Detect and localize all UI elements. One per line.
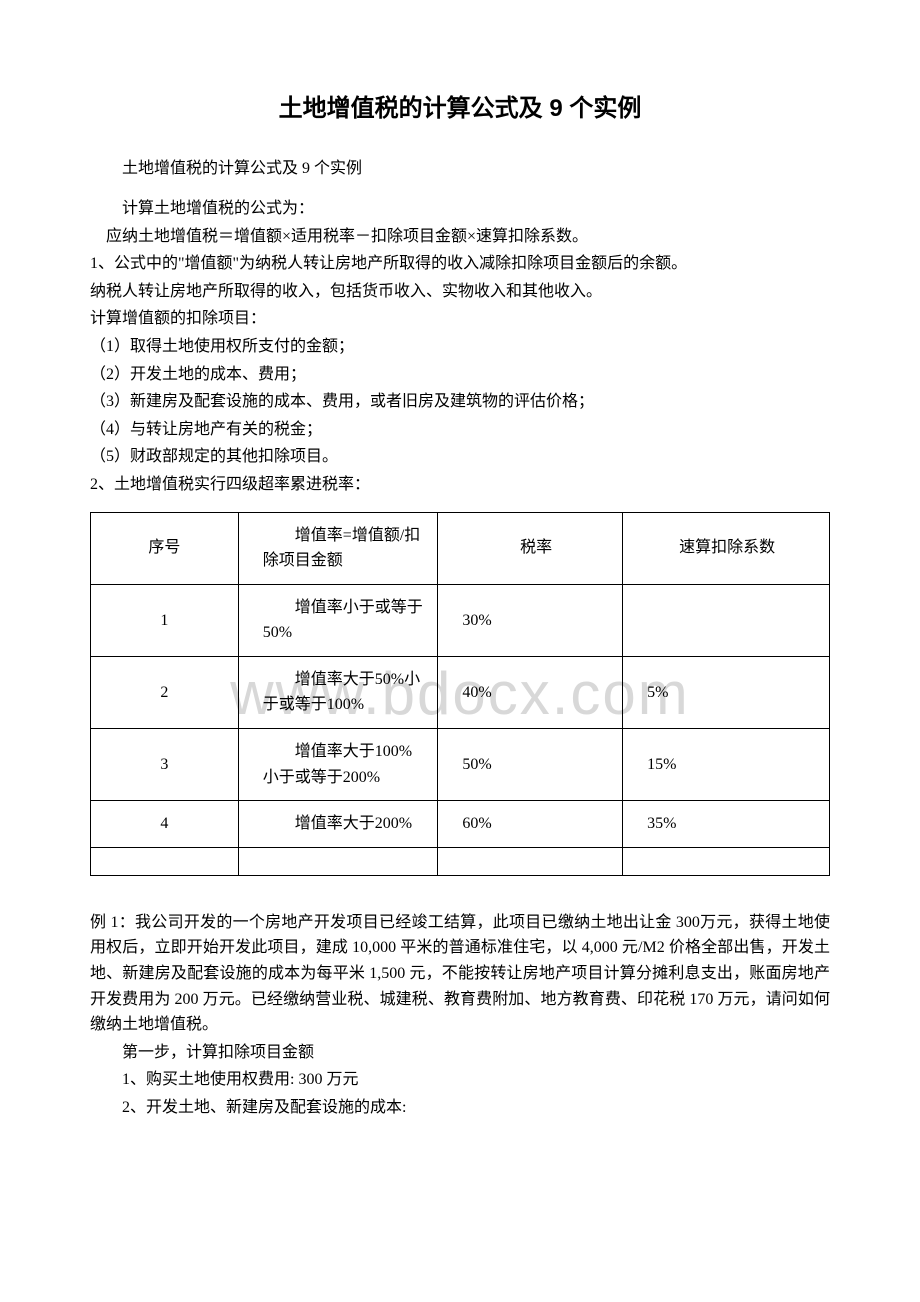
cell-rate: 40% [438, 656, 623, 728]
deduct-heading: 计算增值额的扣除项目： [90, 306, 830, 332]
cell-rate: 30% [438, 584, 623, 656]
empty-cell [91, 847, 239, 875]
table-row: 1 增值率小于或等于 50% 30% [91, 584, 830, 656]
header-seq: 序号 [91, 512, 239, 584]
cell-coef: 15% [623, 729, 830, 801]
empty-cell [238, 847, 438, 875]
cell-seq: 3 [91, 729, 239, 801]
cell-coef [623, 584, 830, 656]
deduct-item-4: （4）与转让房地产有关的税金； [90, 417, 830, 443]
empty-cell [438, 847, 623, 875]
step-1-item-1: 1、购买土地使用权费用: 300 万元 [90, 1067, 830, 1093]
deduct-item-2: （2）开发土地的成本、费用； [90, 362, 830, 388]
deduct-item-1: （1）取得土地使用权所支付的金额； [90, 334, 830, 360]
formula-text: 应纳土地增值税＝增值额×适用税率－扣除项目金额×速算扣除系数。 [90, 224, 830, 250]
cell-seq: 2 [91, 656, 239, 728]
table-container: www.bdocx.com 序号 增值率=增值额/扣除项目金额 税率 速算扣除系… [90, 512, 830, 876]
deduct-item-5: （5）财政部规定的其他扣除项目。 [90, 444, 830, 470]
header-tax-rate: 税率 [438, 512, 623, 584]
point-1b: 纳税人转让房地产所取得的收入，包括货币收入、实物收入和其他收入。 [90, 279, 830, 305]
document-title: 土地增值税的计算公式及 9 个实例 [90, 90, 830, 128]
cell-seq: 4 [91, 801, 239, 848]
cell-desc: 增值率大于50%小于或等于100% [238, 656, 438, 728]
cell-rate: 50% [438, 729, 623, 801]
document-subtitle: 土地增值税的计算公式及 9 个实例 [90, 156, 830, 182]
table-empty-row [91, 847, 830, 875]
deduct-item-3: （3）新建房及配套设施的成本、费用，或者旧房及建筑物的评估价格； [90, 389, 830, 415]
cell-desc: 增值率小于或等于 50% [238, 584, 438, 656]
section-gap [90, 890, 830, 910]
point-1a: 1、公式中的"增值额"为纳税人转让房地产所取得的收入减除扣除项目金额后的余额。 [90, 251, 830, 277]
cell-coef: 5% [623, 656, 830, 728]
header-rate-desc: 增值率=增值额/扣除项目金额 [238, 512, 438, 584]
intro-heading: 计算土地增值税的公式为： [90, 196, 830, 222]
header-deduct-coef: 速算扣除系数 [623, 512, 830, 584]
table-row: 2 增值率大于50%小于或等于100% 40% 5% [91, 656, 830, 728]
step-1-item-2: 2、开发土地、新建房及配套设施的成本: [90, 1095, 830, 1121]
point-2: 2、土地增值税实行四级超率累进税率： [90, 472, 830, 498]
cell-rate: 60% [438, 801, 623, 848]
cell-seq: 1 [91, 584, 239, 656]
step-1-heading: 第一步，计算扣除项目金额 [90, 1040, 830, 1066]
table-header-row: 序号 增值率=增值额/扣除项目金额 税率 速算扣除系数 [91, 512, 830, 584]
table-row: 3 增值率大于100%小于或等于200% 50% 15% [91, 729, 830, 801]
cell-desc: 增值率大于100%小于或等于200% [238, 729, 438, 801]
table-row: 4 增值率大于200% 60% 35% [91, 801, 830, 848]
example-1-text: 例 1：我公司开发的一个房地产开发项目已经竣工结算，此项目已缴纳土地出让金 30… [90, 910, 830, 1038]
cell-coef: 35% [623, 801, 830, 848]
tax-rate-table: 序号 增值率=增值额/扣除项目金额 税率 速算扣除系数 1 增值率小于或等于 5… [90, 512, 830, 876]
empty-cell [623, 847, 830, 875]
cell-desc: 增值率大于200% [238, 801, 438, 848]
